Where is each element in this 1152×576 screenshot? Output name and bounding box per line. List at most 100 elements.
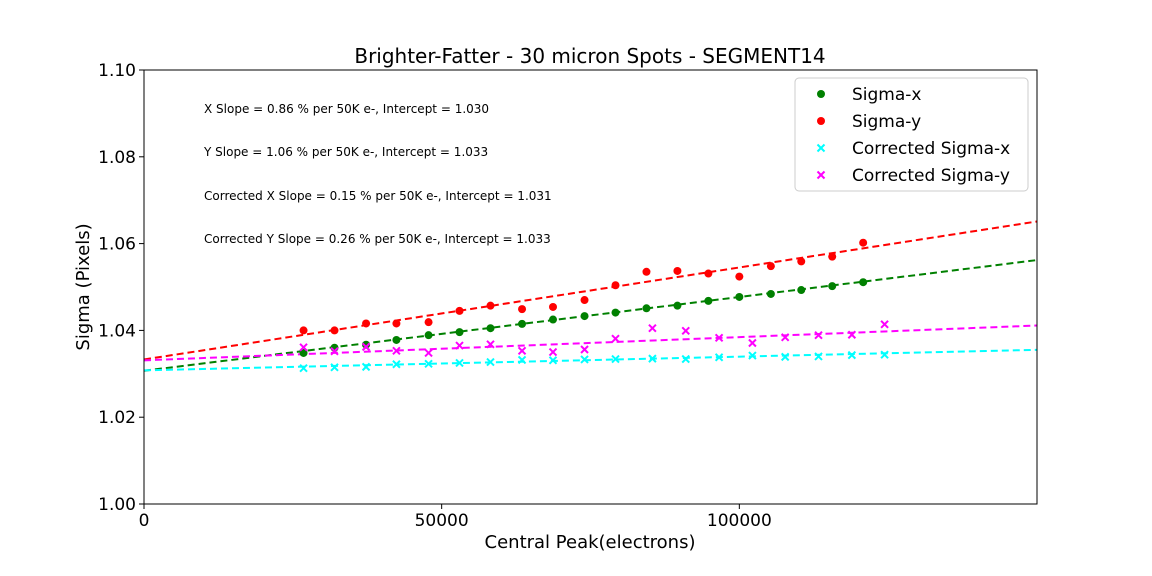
x-axis-label: Central Peak(electrons): [485, 532, 696, 553]
legend-marker-sigma-x: [817, 90, 825, 98]
x-marker-stroke: [361, 342, 371, 352]
corrected-sigma-y-point: [748, 338, 757, 348]
x-marker-stroke: [748, 338, 757, 348]
sigma-x-point: [424, 331, 433, 340]
sigma-y-point: [548, 302, 557, 311]
x-marker-stroke: [611, 334, 620, 343]
legend-marker-corrected-sigma-y: [816, 170, 826, 180]
corrected-sigma-y-point: [517, 346, 527, 356]
sigma-y-point: [766, 262, 775, 271]
fit-line-corrected-sigma-y: [143, 324, 1038, 362]
plot-area: [143, 69, 1038, 505]
legend-label-sigma-x: Sigma-x: [852, 85, 921, 105]
x-marker-stroke: [847, 330, 857, 339]
y-tick-label: 1.10: [98, 61, 136, 81]
corrected-sigma-y-point: [611, 334, 620, 343]
x-tick-label: 100000: [707, 511, 772, 531]
x-marker-stroke: [816, 143, 826, 153]
x-marker-stroke: [780, 352, 790, 362]
x-marker-stroke: [392, 346, 401, 356]
sigma-x-point: [580, 312, 589, 321]
corrected-sigma-x-point: [548, 356, 558, 365]
sigma-x-point: [299, 348, 308, 357]
legend-label-corrected-sigma-x: Corrected Sigma-x: [852, 139, 1010, 159]
corrected-sigma-y-point: [780, 333, 790, 342]
y-axis-label: Sigma (Pixels): [73, 223, 94, 350]
legend: Sigma-x Sigma-y Corrected Sigma-x Corrected…: [794, 77, 1029, 192]
y-axis-ticks: 1.00 1.02 1.04 1.06 1.08 1.10: [98, 61, 144, 515]
sigma-x-point: [362, 340, 371, 349]
corrected-sigma-x-point: [517, 355, 527, 365]
x-axis-ticks: 0 50000 100000: [139, 504, 772, 531]
legend-box: [794, 77, 1029, 192]
x-marker-stroke: [330, 363, 339, 372]
x-tick-label: 50000: [415, 511, 469, 531]
x-marker-stroke: [455, 358, 464, 368]
annotation-y-slope: Y Slope = 1.06 % per 50K e-, Intercept =…: [203, 145, 488, 159]
corrected-sigma-x-point: [455, 358, 464, 368]
corrected-sigma-x-point: [681, 354, 690, 364]
corrected-sigma-y-point: [880, 320, 889, 329]
x-marker-stroke: [299, 363, 308, 373]
sigma-x-point: [828, 282, 837, 291]
sigma-y-point: [330, 326, 339, 335]
fit-line-sigma-x: [143, 259, 1038, 372]
corrected-sigma-y-point: [714, 333, 724, 342]
sigma-y-point: [580, 296, 589, 305]
x-marker-stroke: [816, 170, 826, 180]
corrected-sigma-y-point: [392, 346, 401, 356]
corrected-sigma-x-point: [748, 351, 757, 360]
chart-title: Brighter-Fatter - 30 micron Spots - SEGM…: [354, 44, 825, 68]
sigma-y-point: [518, 305, 527, 314]
x-marker-stroke: [580, 355, 589, 364]
corrected-sigma-x-point: [330, 363, 339, 372]
corrected-sigma-x-point: [714, 353, 724, 362]
y-tick-label: 1.02: [98, 408, 136, 428]
sigma-x-point: [735, 292, 744, 301]
x-marker-stroke: [580, 345, 589, 354]
annotations: X Slope = 0.86 % per 50K e-, Intercept =…: [203, 102, 552, 246]
x-marker-stroke: [611, 354, 620, 364]
x-marker-stroke: [517, 346, 527, 356]
legend-marker-corrected-sigma-x: [816, 143, 826, 153]
corrected-sigma-x-point: [424, 359, 433, 369]
x-marker-stroke: [424, 359, 433, 369]
x-marker-stroke: [814, 330, 823, 340]
sigma-x-point: [797, 286, 806, 295]
legend-label-corrected-sigma-y: Corrected Sigma-y: [852, 166, 1010, 186]
x-marker-stroke: [814, 352, 823, 361]
corrected-sigma-y-point: [548, 347, 558, 357]
sigma-x-point: [859, 278, 868, 287]
x-marker-stroke: [486, 340, 495, 349]
sigma-y-point: [362, 319, 371, 328]
data-points: [299, 238, 889, 373]
x-marker-stroke: [330, 347, 339, 356]
sigma-x-point: [642, 304, 651, 313]
corrected-sigma-x-point: [361, 362, 371, 372]
x-marker-stroke: [424, 348, 433, 358]
sigma-y-point: [299, 326, 308, 335]
corrected-sigma-x-point: [611, 354, 620, 364]
corrected-sigma-y-point: [847, 330, 857, 339]
sigma-y-point: [642, 267, 651, 276]
corrected-sigma-x-point: [486, 357, 495, 367]
legend-marker-sigma-y: [817, 117, 825, 125]
sigma-x-point: [518, 319, 527, 328]
sigma-x-point: [704, 296, 713, 305]
x-marker-stroke: [714, 333, 724, 342]
x-marker-stroke: [748, 351, 757, 360]
x-marker-stroke: [714, 353, 724, 362]
sigma-x-point: [392, 335, 401, 344]
annotation-corrected-y-slope: Corrected Y Slope = 0.26 % per 50K e-, I…: [204, 232, 551, 246]
corrected-sigma-y-point: [648, 324, 657, 333]
y-tick-label: 1.00: [98, 495, 136, 515]
x-marker-stroke: [486, 357, 495, 367]
sigma-y-point: [392, 319, 401, 328]
sigma-y-point: [611, 281, 620, 290]
sigma-x-point: [455, 328, 464, 337]
y-tick-label: 1.08: [98, 148, 136, 168]
corrected-sigma-y-point: [361, 342, 371, 352]
x-marker-stroke: [880, 350, 889, 359]
y-tick-label: 1.06: [98, 235, 136, 255]
corrected-sigma-x-point: [392, 360, 401, 369]
